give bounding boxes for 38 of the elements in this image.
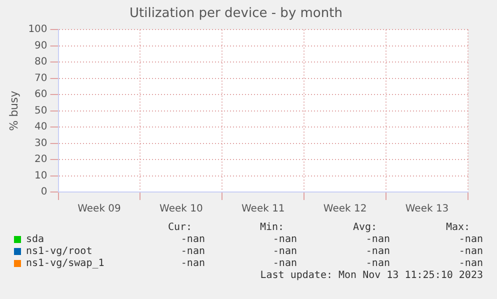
text: -nan bbox=[366, 258, 390, 270]
x-tick-label: Week 13 bbox=[405, 204, 449, 215]
y-tick-label: 40 bbox=[34, 122, 48, 133]
text: Last update: Mon Nov 13 11:25:10 2023 bbox=[260, 270, 483, 282]
legend-label: sda bbox=[26, 234, 44, 246]
y-tick-label: 30 bbox=[34, 138, 48, 149]
y-tick-label: 100 bbox=[28, 24, 48, 36]
y-tick-label: 50 bbox=[34, 105, 48, 116]
text: -nan bbox=[180, 246, 205, 258]
chart-title: Utilization per device - by month bbox=[130, 6, 342, 22]
y-tick-label: 10 bbox=[34, 170, 48, 182]
y-tick-label: 70 bbox=[34, 72, 48, 84]
text: -nan bbox=[272, 234, 297, 246]
text: Min: bbox=[260, 222, 284, 234]
text: -nan bbox=[458, 258, 483, 270]
text: -nan bbox=[458, 246, 483, 258]
legend-label: ns1-vg/root bbox=[26, 246, 92, 258]
x-tick-label: Week 12 bbox=[323, 204, 367, 215]
x-tick-label: Week 10 bbox=[160, 204, 203, 215]
y-tick-label: 20 bbox=[34, 154, 48, 166]
y-axis-title: % busy bbox=[7, 90, 20, 131]
legend-label: ns1-vg/swap_1 bbox=[26, 258, 104, 270]
text: -nan bbox=[458, 234, 483, 246]
text: -nan bbox=[180, 234, 205, 246]
text: -nan bbox=[272, 258, 297, 270]
text: -nan bbox=[272, 246, 297, 258]
text: Cur: bbox=[168, 222, 192, 234]
y-tick-label: 80 bbox=[34, 56, 48, 68]
y-tick-label: 60 bbox=[34, 89, 48, 100]
x-tick-label: Week 11 bbox=[241, 204, 285, 215]
y-tick-label: 90 bbox=[34, 40, 48, 52]
text: -nan bbox=[366, 246, 390, 258]
text: Max: bbox=[446, 222, 470, 234]
x-tick-label: Week 09 bbox=[78, 204, 121, 215]
text: -nan bbox=[180, 258, 205, 270]
y-tick-label: 0 bbox=[40, 186, 48, 198]
text: Avg: bbox=[353, 222, 378, 234]
text: -nan bbox=[366, 234, 390, 246]
